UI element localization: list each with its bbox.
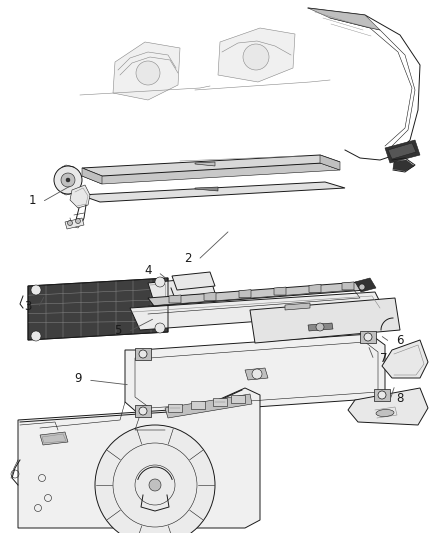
Polygon shape	[130, 292, 385, 330]
Text: 3: 3	[25, 300, 32, 312]
Circle shape	[364, 333, 372, 341]
Circle shape	[155, 323, 165, 333]
Polygon shape	[135, 348, 151, 360]
Polygon shape	[40, 432, 68, 445]
Text: 4: 4	[144, 263, 152, 277]
Circle shape	[66, 178, 70, 182]
Polygon shape	[342, 282, 354, 290]
Polygon shape	[374, 389, 390, 401]
Polygon shape	[80, 182, 345, 202]
Text: 8: 8	[396, 392, 404, 405]
Polygon shape	[360, 331, 376, 343]
Polygon shape	[82, 163, 340, 184]
Circle shape	[155, 277, 165, 287]
Polygon shape	[169, 295, 181, 303]
Polygon shape	[245, 368, 268, 380]
Circle shape	[139, 407, 147, 415]
Polygon shape	[82, 155, 340, 176]
Text: 2: 2	[184, 252, 192, 264]
Circle shape	[149, 479, 161, 491]
Circle shape	[136, 61, 160, 85]
Circle shape	[316, 323, 324, 331]
Circle shape	[75, 219, 81, 223]
Polygon shape	[125, 334, 385, 415]
Polygon shape	[348, 388, 428, 425]
Polygon shape	[135, 405, 151, 417]
Polygon shape	[168, 404, 182, 412]
Polygon shape	[172, 272, 215, 290]
Text: 9: 9	[74, 372, 82, 384]
Polygon shape	[213, 398, 227, 406]
Polygon shape	[148, 277, 215, 299]
Polygon shape	[148, 282, 366, 306]
Circle shape	[67, 221, 73, 225]
Polygon shape	[82, 168, 102, 184]
Polygon shape	[239, 289, 251, 297]
Polygon shape	[28, 278, 168, 340]
Text: 6: 6	[396, 334, 404, 346]
Polygon shape	[274, 287, 286, 295]
Circle shape	[61, 173, 75, 187]
Polygon shape	[385, 140, 420, 163]
Polygon shape	[65, 218, 84, 229]
Polygon shape	[70, 185, 90, 208]
Polygon shape	[355, 278, 376, 292]
Circle shape	[31, 331, 41, 341]
Circle shape	[31, 285, 41, 295]
Text: 1: 1	[28, 193, 36, 206]
Polygon shape	[113, 42, 180, 100]
Polygon shape	[320, 155, 340, 170]
Polygon shape	[309, 285, 321, 293]
Polygon shape	[165, 394, 252, 418]
Polygon shape	[18, 388, 260, 528]
Text: 5: 5	[114, 324, 122, 336]
Ellipse shape	[376, 409, 394, 416]
Polygon shape	[191, 401, 205, 409]
Polygon shape	[308, 323, 333, 331]
Polygon shape	[218, 28, 295, 82]
Circle shape	[378, 391, 386, 399]
Polygon shape	[393, 160, 414, 171]
Polygon shape	[382, 340, 428, 378]
Text: 7: 7	[380, 351, 388, 365]
Polygon shape	[285, 303, 310, 310]
Polygon shape	[388, 143, 416, 159]
Polygon shape	[195, 162, 215, 166]
Circle shape	[54, 166, 82, 194]
Circle shape	[359, 284, 365, 290]
Polygon shape	[195, 187, 218, 191]
Circle shape	[252, 369, 262, 379]
Circle shape	[243, 44, 269, 70]
Circle shape	[95, 425, 215, 533]
Polygon shape	[204, 292, 216, 300]
Circle shape	[139, 350, 147, 358]
Polygon shape	[231, 395, 245, 403]
Polygon shape	[308, 8, 380, 30]
Polygon shape	[250, 298, 400, 343]
